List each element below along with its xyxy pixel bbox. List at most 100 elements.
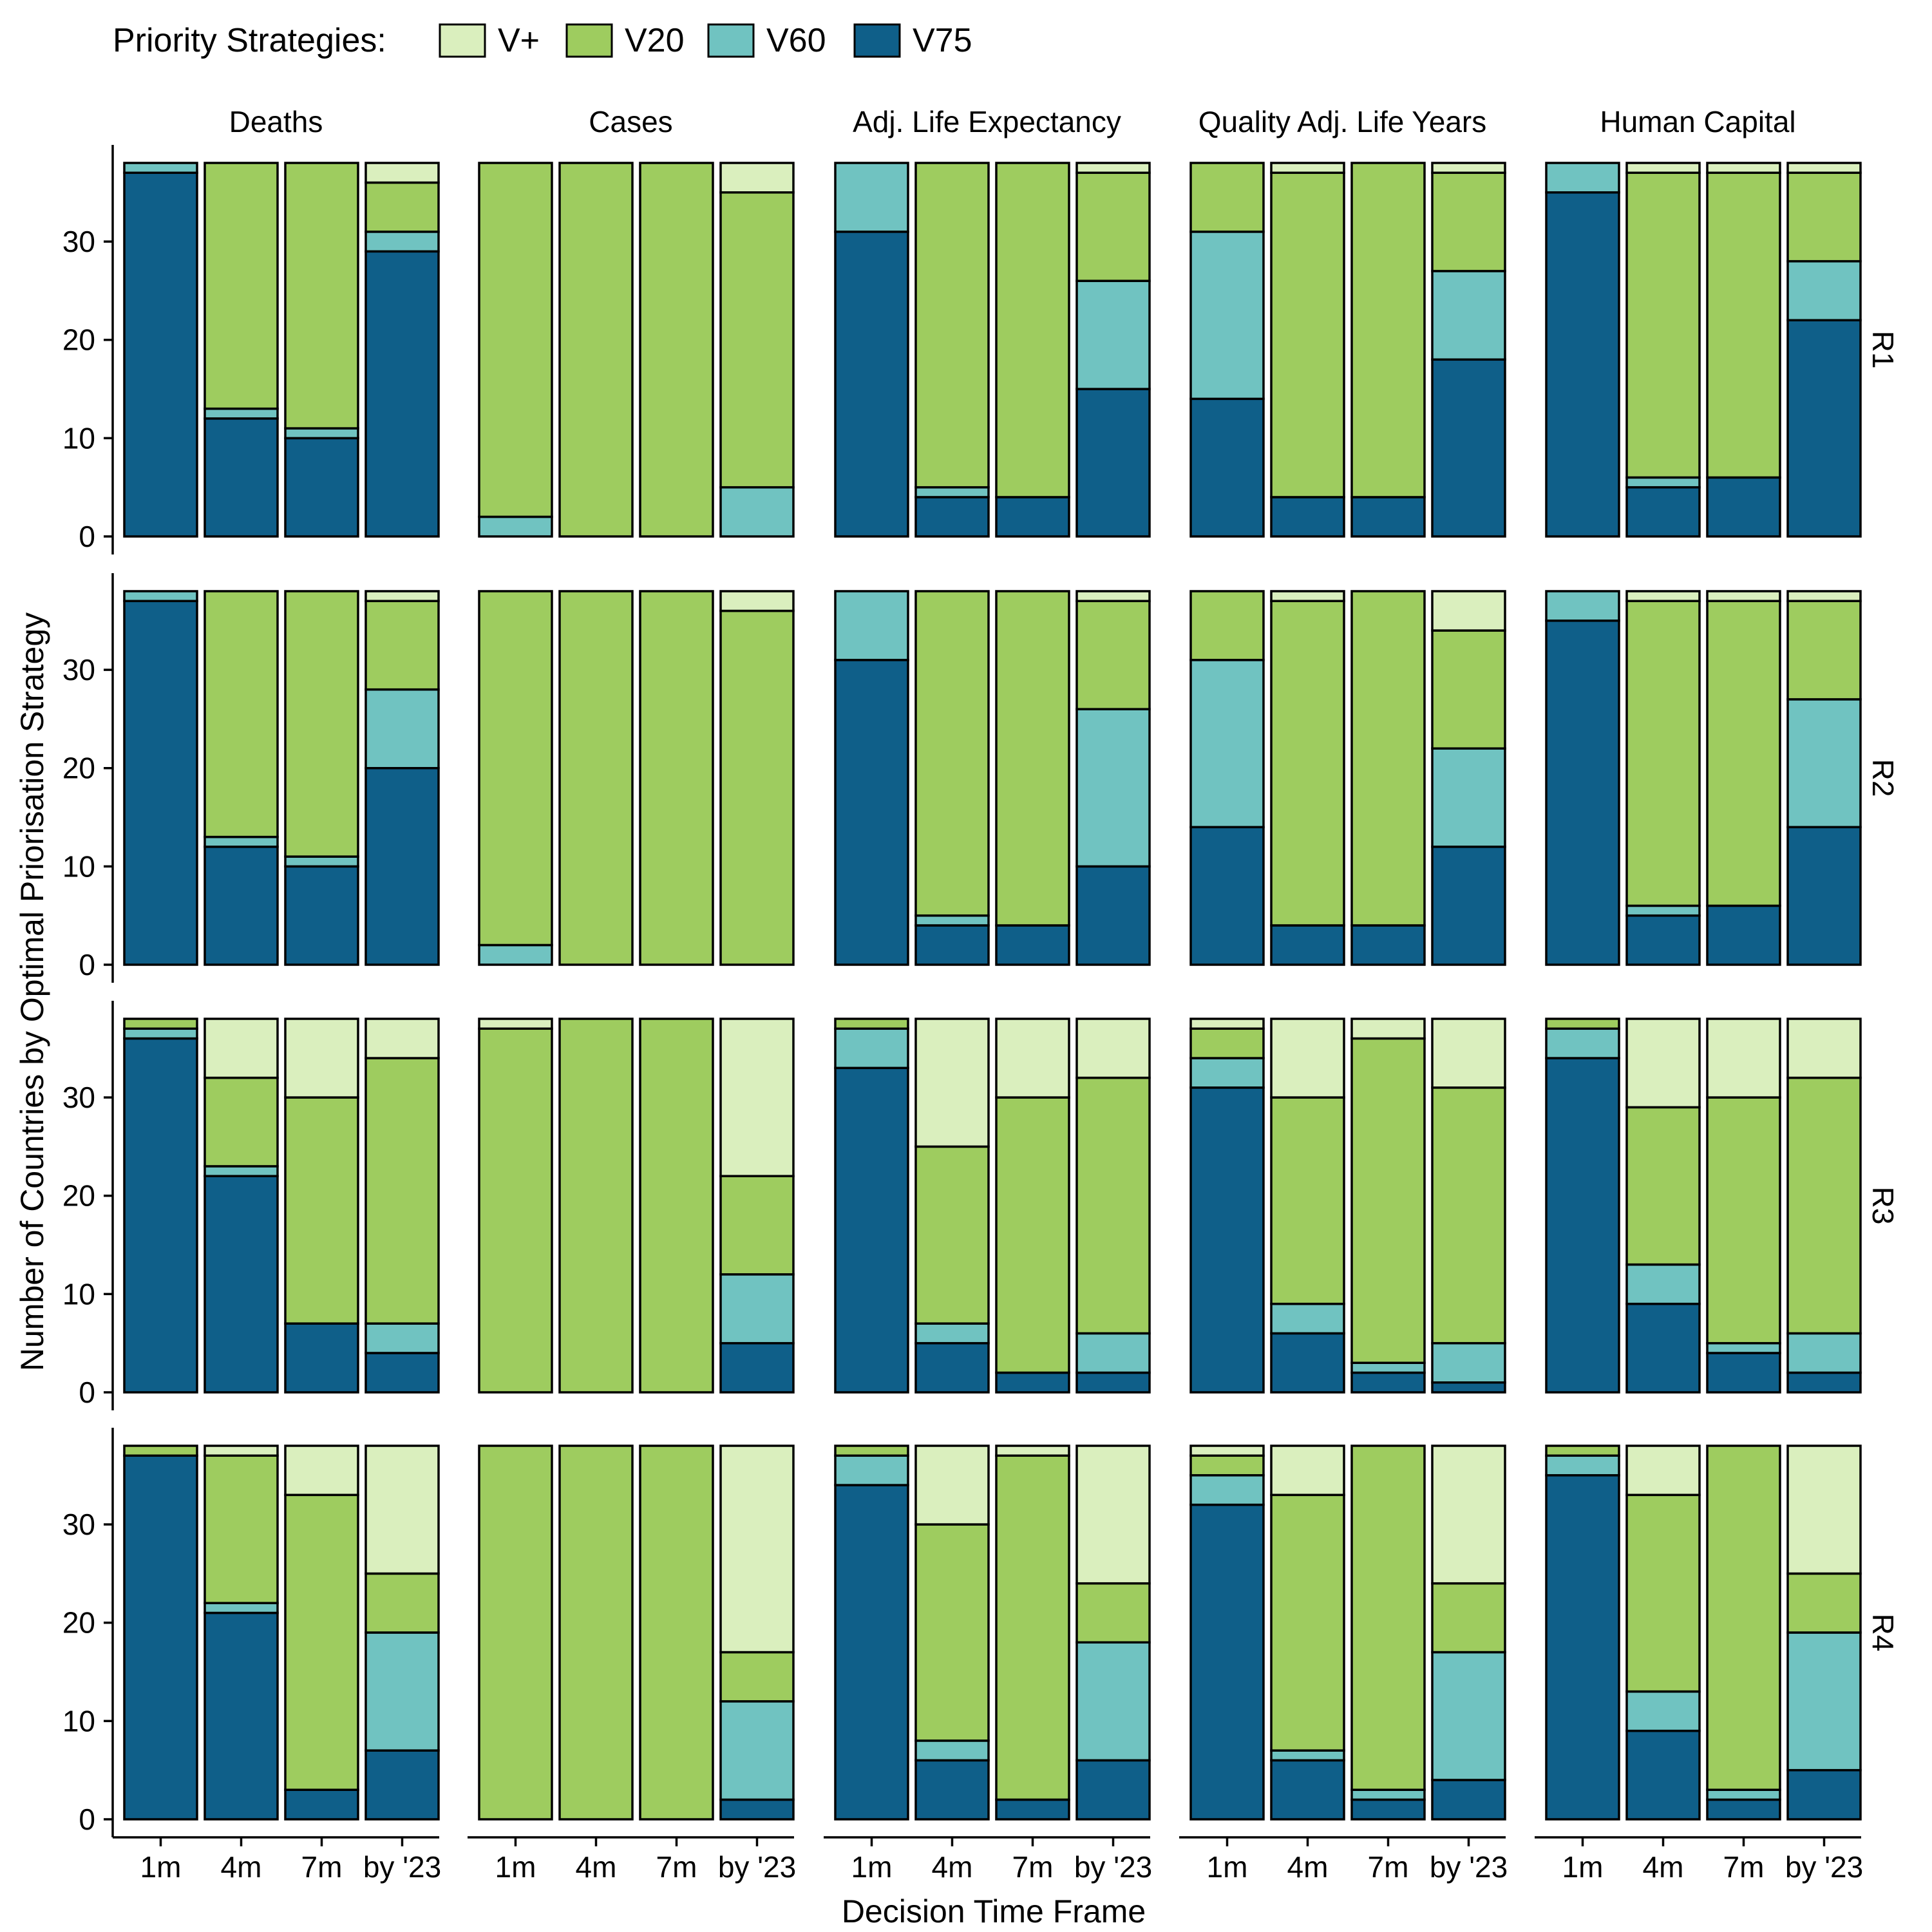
bar-segment-v60 xyxy=(1189,659,1265,829)
bar-by-23 xyxy=(365,1444,440,1821)
bar-segment-v xyxy=(914,1444,990,1526)
bar-segment-v xyxy=(365,1018,440,1059)
bar-by-23 xyxy=(1075,590,1151,966)
bar-7m xyxy=(1706,162,1781,538)
bar-segment-v20 xyxy=(719,609,795,966)
bar-segment-v60 xyxy=(1270,1302,1345,1335)
bar-4m xyxy=(558,590,634,966)
bar-7m xyxy=(1706,1018,1781,1394)
x-axis-title: Decision Time Frame xyxy=(842,1893,1146,1929)
bar-4m xyxy=(204,162,279,538)
legend-item-v: V+ xyxy=(439,22,540,59)
y-tick-label: 20 xyxy=(62,752,95,785)
bar-segment-v xyxy=(1625,1444,1701,1497)
bar-segment-v20 xyxy=(914,1145,990,1325)
bar-segment-v20 xyxy=(639,1018,714,1394)
bar-segment-v xyxy=(1786,1018,1862,1079)
bar-segment-v20 xyxy=(365,181,440,233)
x-tick-label: 7m xyxy=(1012,1850,1054,1884)
bar-4m xyxy=(204,590,279,966)
panel-r1-quality-adj-life-years xyxy=(1189,162,1506,538)
bar-by-23 xyxy=(719,1018,795,1394)
x-axis-quality-adj-life-years: 1m 4m 7m by '23 xyxy=(1179,1836,1508,1884)
bar-segment-v20 xyxy=(719,1651,795,1703)
bar-segment-v75 xyxy=(365,250,440,538)
legend-item-v60: V60 xyxy=(707,22,826,59)
bar-4m xyxy=(204,1444,279,1821)
bar-segment-v20 xyxy=(995,162,1070,498)
row-header-r4: R4 xyxy=(1866,1614,1900,1652)
bar-4m xyxy=(558,162,634,538)
bar-segment-v20 xyxy=(478,1444,553,1821)
bar-by-23 xyxy=(719,590,795,966)
bar-segment-v75 xyxy=(1545,191,1620,538)
bar-segment-v xyxy=(365,1444,440,1575)
bar-1m xyxy=(123,1444,198,1821)
bar-segment-v75 xyxy=(1350,496,1426,538)
bar-segment-v60 xyxy=(1189,231,1265,401)
legend-item-v20: V20 xyxy=(565,22,685,59)
x-tick-label: by '23 xyxy=(1074,1850,1152,1884)
bar-by-23 xyxy=(1431,1444,1506,1821)
bar-segment-v60 xyxy=(1786,1631,1862,1772)
bar-segment-v20 xyxy=(1431,171,1506,272)
bar-segment-v75 xyxy=(1786,826,1862,966)
bar-4m xyxy=(558,1444,634,1821)
bar-segment-v75 xyxy=(719,1798,795,1821)
bar-segment-v60 xyxy=(1786,1332,1862,1374)
bar-4m xyxy=(204,1018,279,1394)
bar-segment-v xyxy=(1706,162,1781,175)
column-header-cases: Cases xyxy=(589,105,672,138)
bar-segment-v xyxy=(1625,162,1701,175)
bar-segment-v60 xyxy=(914,1322,990,1345)
x-tick-label: by '23 xyxy=(1785,1850,1863,1884)
bar-segment-v60 xyxy=(914,486,990,498)
bar-segment-v75 xyxy=(1706,1352,1781,1394)
bar-7m xyxy=(284,162,359,538)
bar-segment-v xyxy=(995,1444,1070,1457)
bar-by-23 xyxy=(719,162,795,538)
x-tick-label: 4m xyxy=(221,1850,262,1884)
bar-1m xyxy=(478,162,553,538)
bar-segment-v20 xyxy=(1270,171,1345,498)
bar-segment-v xyxy=(719,1444,795,1654)
bar-segment-v20 xyxy=(204,1076,279,1168)
bar-segment-v75 xyxy=(1625,1729,1701,1821)
bar-segment-v60 xyxy=(1270,1749,1345,1762)
bar-7m xyxy=(995,162,1070,538)
bar-segment-v75 xyxy=(284,1322,359,1394)
bar-segment-v20 xyxy=(1350,590,1426,927)
panel-r4-quality-adj-life-years xyxy=(1189,1444,1506,1821)
bar-segment-v20 xyxy=(1625,1493,1701,1693)
legend-label-v60: V60 xyxy=(766,22,826,59)
bar-segment-v20 xyxy=(834,1018,909,1030)
panel-r4-deaths xyxy=(123,1444,440,1821)
bar-segment-v75 xyxy=(204,1175,279,1394)
panel-r2-cases xyxy=(478,590,795,966)
bar-segment-v75 xyxy=(834,1484,909,1821)
bar-segment-v20 xyxy=(639,590,714,966)
bar-segment-v20 xyxy=(914,1523,990,1742)
y-tick-label: 0 xyxy=(79,520,95,553)
bar-1m xyxy=(834,590,909,966)
bar-1m xyxy=(123,162,198,538)
bar-segment-v xyxy=(1270,162,1345,175)
bar-segment-v75 xyxy=(1189,1086,1265,1394)
bar-segment-v60 xyxy=(1786,698,1862,829)
bar-segment-v75 xyxy=(1350,1798,1426,1821)
bar-1m xyxy=(834,1444,909,1821)
bar-7m xyxy=(995,590,1070,966)
bar-segment-v75 xyxy=(1706,904,1781,966)
column-header-adj-life-expectancy: Adj. Life Expectancy xyxy=(853,105,1121,138)
bar-segment-v20 xyxy=(365,600,440,691)
bar-segment-v75 xyxy=(204,1611,279,1821)
bar-segment-v xyxy=(719,590,795,612)
bar-segment-v20 xyxy=(719,191,795,489)
bar-segment-v75 xyxy=(995,924,1070,966)
panel-r2-deaths xyxy=(123,590,440,966)
y-tick-label: 20 xyxy=(62,1606,95,1640)
bar-1m xyxy=(1189,1018,1265,1394)
panel-r3-cases xyxy=(478,1018,795,1394)
bar-segment-v75 xyxy=(365,766,440,966)
bar-segment-v20 xyxy=(478,1027,553,1394)
